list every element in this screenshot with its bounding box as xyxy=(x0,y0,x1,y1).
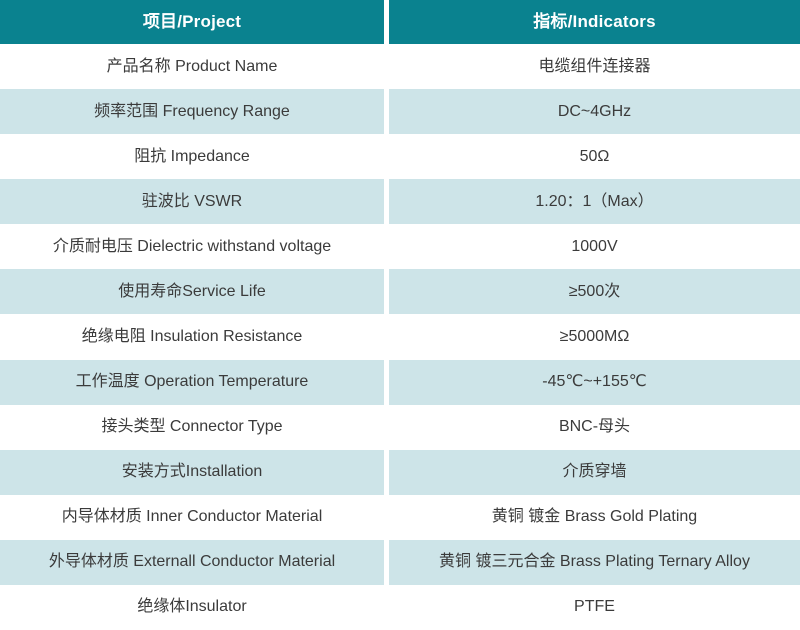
table-row: 工作温度 Operation Temperature -45℃~+155℃ xyxy=(0,359,800,405)
indicator-cell: ≥5000MΩ xyxy=(389,314,800,360)
project-cell: 绝缘体Insulator xyxy=(0,584,384,630)
project-cell: 外导体材质 Externall Conductor Material xyxy=(0,539,384,585)
table-row: 内导体材质 Inner Conductor Material 黄铜 镀金 Bras… xyxy=(0,494,800,540)
table-row: 安装方式Installation 介质穿墙 xyxy=(0,449,800,495)
project-cell: 介质耐电压 Dielectric withstand voltage xyxy=(0,224,384,270)
project-cell: 使用寿命Service Life xyxy=(0,269,384,315)
indicator-cell: BNC-母头 xyxy=(389,404,800,450)
project-cell: 阻抗 Impedance xyxy=(0,134,384,180)
indicator-cell: 1000V xyxy=(389,224,800,270)
table-row: 使用寿命Service Life ≥500次 xyxy=(0,269,800,315)
project-cell: 内导体材质 Inner Conductor Material xyxy=(0,494,384,540)
table-row: 接头类型 Connector Type BNC-母头 xyxy=(0,404,800,450)
indicator-cell: -45℃~+155℃ xyxy=(389,359,800,405)
indicator-cell: 介质穿墙 xyxy=(389,449,800,495)
table-row: 外导体材质 Externall Conductor Material 黄铜 镀三元… xyxy=(0,539,800,585)
table-row: 产品名称 Product Name 电缆组件连接器 xyxy=(0,44,800,90)
table-row: 频率范围 Frequency Range DC~4GHz xyxy=(0,89,800,135)
table-row: 驻波比 VSWR 1.20：1（Max） xyxy=(0,179,800,225)
project-cell: 安装方式Installation xyxy=(0,449,384,495)
table-row: 绝缘电阻 Insulation Resistance ≥5000MΩ xyxy=(0,314,800,360)
project-cell: 接头类型 Connector Type xyxy=(0,404,384,450)
header-cell-indicators: 指标/Indicators xyxy=(389,0,800,44)
indicator-cell: 黄铜 镀三元合金 Brass Plating Ternary Alloy xyxy=(389,539,800,585)
table-body: 产品名称 Product Name 电缆组件连接器 频率范围 Frequency R… xyxy=(0,44,800,630)
project-cell: 频率范围 Frequency Range xyxy=(0,89,384,135)
indicator-cell: 电缆组件连接器 xyxy=(389,44,800,90)
project-cell: 工作温度 Operation Temperature xyxy=(0,359,384,405)
table-row: 阻抗 Impedance 50Ω xyxy=(0,134,800,180)
indicator-cell: 1.20：1（Max） xyxy=(389,179,800,225)
indicator-cell: ≥500次 xyxy=(389,269,800,315)
project-cell: 驻波比 VSWR xyxy=(0,179,384,225)
indicator-cell: PTFE xyxy=(389,584,800,630)
header-cell-project: 项目/Project xyxy=(0,0,384,44)
indicator-cell: 黄铜 镀金 Brass Gold Plating xyxy=(389,494,800,540)
project-cell: 绝缘电阻 Insulation Resistance xyxy=(0,314,384,360)
table-row: 介质耐电压 Dielectric withstand voltage 1000V xyxy=(0,224,800,270)
table-header-row: 项目/Project 指标/Indicators xyxy=(0,0,800,44)
indicator-cell: 50Ω xyxy=(389,134,800,180)
table-row: 绝缘体Insulator PTFE xyxy=(0,584,800,630)
indicator-cell: DC~4GHz xyxy=(389,89,800,135)
project-cell: 产品名称 Product Name xyxy=(0,44,384,90)
